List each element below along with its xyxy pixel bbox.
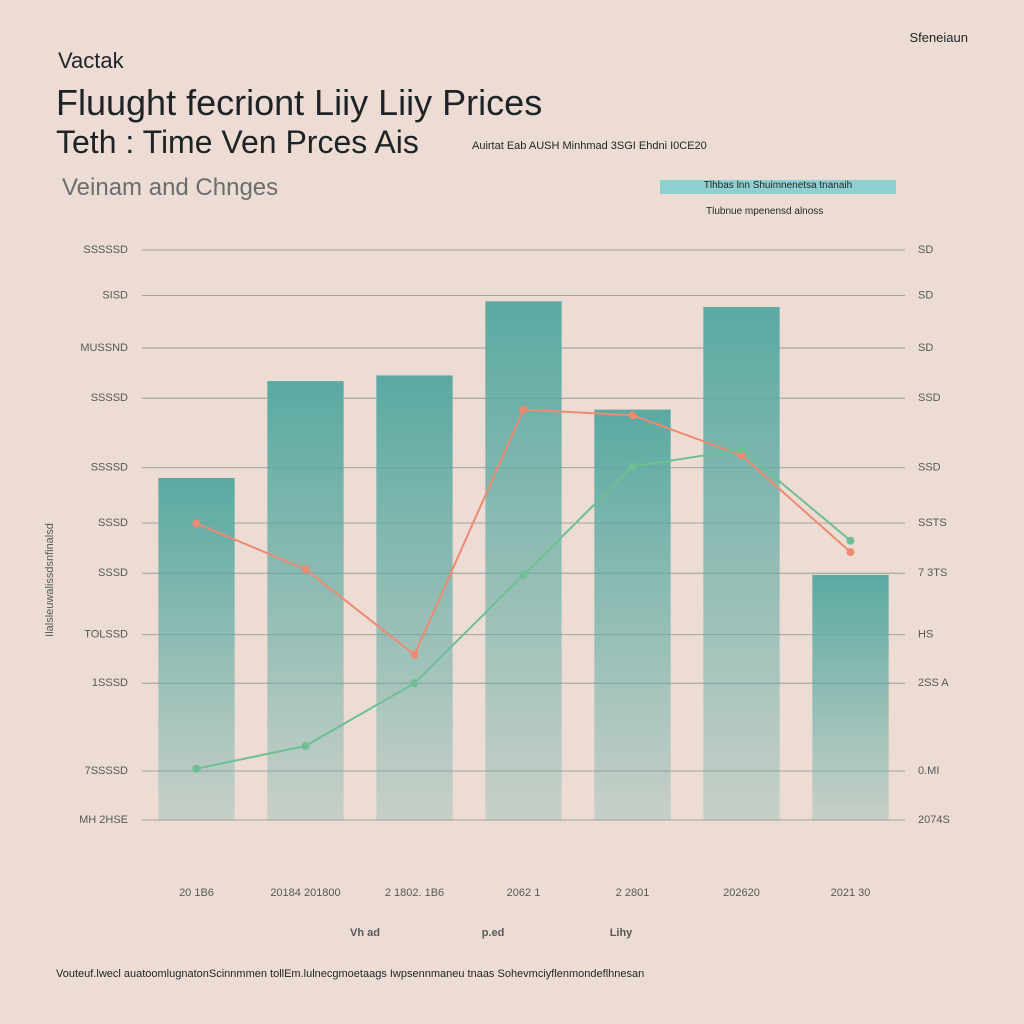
point (519, 570, 528, 579)
legend-label: p.ed (482, 927, 505, 939)
right-label: SD (918, 342, 933, 354)
bar (267, 381, 344, 820)
title2: Teth : Time Ven Prces Ais (56, 124, 419, 160)
chart: Ilalsleuwalissdsnfinalsd SSSSSD SD SISD SD M… (44, 244, 950, 939)
right-label: 7 3TS (918, 567, 947, 579)
x-tick-label: 202620 (723, 887, 760, 899)
y-tick-label: SSSD (98, 517, 128, 529)
right-label: 2SS A (918, 677, 949, 689)
right-label: SSD (918, 392, 941, 404)
kicker: Vactak (58, 48, 124, 73)
x-tick-label: 2021 30 (831, 887, 871, 899)
y-tick-label: SSSSD (91, 392, 128, 404)
bar (485, 301, 562, 820)
x-tick-label: 20184 201800 (270, 887, 340, 899)
x-tick-label: 2 1802. 1B6 (385, 887, 444, 899)
right-label: SSD (918, 462, 941, 474)
y-tick-label: SISD (102, 290, 128, 302)
y-tick-label: MUSSND (80, 342, 128, 354)
point (519, 405, 528, 414)
point (192, 519, 201, 528)
point (737, 451, 746, 460)
right-label: 0.MI (918, 765, 939, 777)
y-tick-label: TOLSSD (84, 629, 128, 641)
right-label: SD (918, 290, 933, 302)
right-label: SD (918, 244, 933, 256)
subtitle: Veinam and Chnges (62, 174, 279, 201)
x-tick-label: 2 2801 (616, 887, 650, 899)
banner-sub: Tlubnue mpenensd alnoss (706, 206, 824, 217)
y-axis-title: Ilalsleuwalissdsnfinalsd (44, 523, 56, 637)
point (737, 445, 746, 454)
banner: Tlhbas lnn Shuimnenetsa tnanaih (660, 180, 896, 194)
right-label: SSTS (918, 517, 947, 529)
point (628, 462, 637, 471)
point (846, 536, 855, 545)
y-tick-label: SSSSD (91, 462, 128, 474)
point (301, 741, 310, 750)
right-label: HS (918, 629, 933, 641)
bar (812, 574, 889, 820)
point (192, 764, 201, 773)
title: Fluught fecriont Liiy Liiy Prices (56, 82, 543, 123)
x-tick-label: 20 1B6 (179, 887, 214, 899)
point (301, 565, 310, 574)
bar (703, 307, 780, 820)
point (410, 679, 419, 688)
right-label: 2074S (918, 814, 950, 826)
y-tick-label: MH 2HSE (79, 814, 128, 826)
y-tick-label: SSSSSD (83, 244, 128, 256)
point (410, 650, 419, 659)
legend-label: Lihy (610, 927, 633, 939)
legend-label: Vh ad (350, 927, 380, 939)
bar (376, 375, 453, 820)
point (628, 411, 637, 420)
x-tick-label: 2062 1 (507, 887, 541, 899)
footnote: Vouteuf.lwecl auatoomlugnatonScinnmmen t… (56, 968, 645, 980)
corner-label: Sfeneiaun (909, 30, 968, 45)
y-tick-label: SSSD (98, 567, 128, 579)
point (846, 548, 855, 557)
y-tick-label: 1SSSD (92, 677, 128, 689)
aside: Auirtat Eab AUSH Minhmad 3SGI Ehdni I0CE… (472, 140, 707, 152)
y-tick-label: 7SSSSD (85, 765, 128, 777)
bar (594, 409, 671, 820)
